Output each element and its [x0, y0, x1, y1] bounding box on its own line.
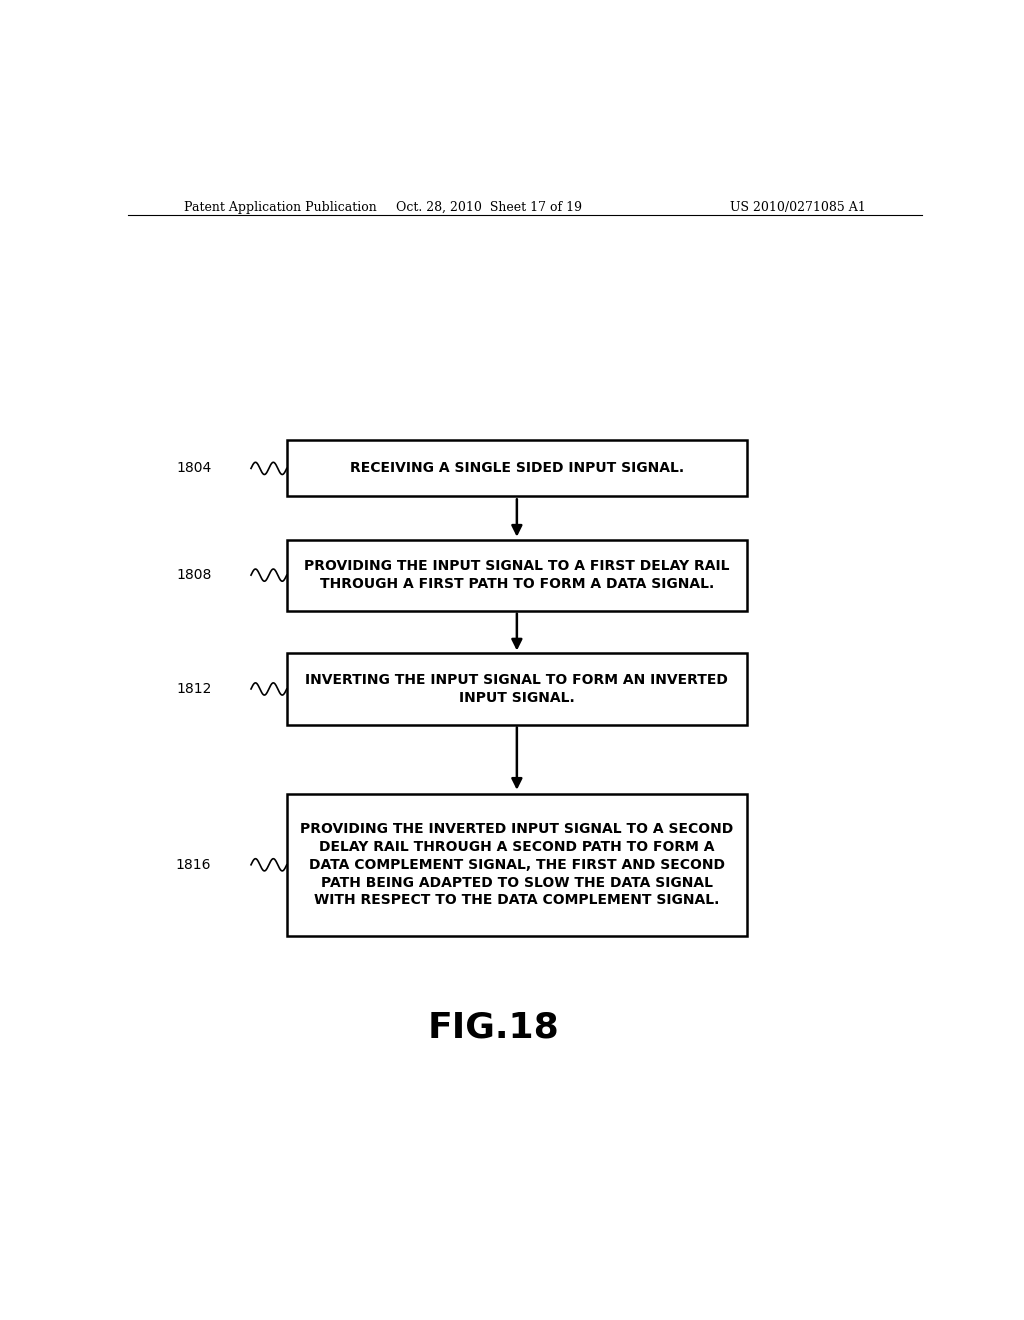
Text: 1808: 1808: [176, 568, 211, 582]
Text: 1804: 1804: [176, 462, 211, 475]
Bar: [287, 653, 748, 725]
Bar: [287, 540, 748, 611]
Text: 1812: 1812: [176, 682, 211, 696]
Text: 1816: 1816: [176, 858, 211, 871]
Text: INVERTING THE INPUT SIGNAL TO FORM AN INVERTED
INPUT SIGNAL.: INVERTING THE INPUT SIGNAL TO FORM AN IN…: [305, 673, 728, 705]
Text: Patent Application Publication: Patent Application Publication: [183, 201, 376, 214]
Text: US 2010/0271085 A1: US 2010/0271085 A1: [730, 201, 866, 214]
Bar: [287, 793, 748, 936]
Text: PROVIDING THE INPUT SIGNAL TO A FIRST DELAY RAIL
THROUGH A FIRST PATH TO FORM A : PROVIDING THE INPUT SIGNAL TO A FIRST DE…: [304, 560, 730, 591]
Bar: [287, 441, 748, 496]
Text: Oct. 28, 2010  Sheet 17 of 19: Oct. 28, 2010 Sheet 17 of 19: [396, 201, 582, 214]
Text: FIG.18: FIG.18: [427, 1010, 559, 1044]
Text: PROVIDING THE INVERTED INPUT SIGNAL TO A SECOND
DELAY RAIL THROUGH A SECOND PATH: PROVIDING THE INVERTED INPUT SIGNAL TO A…: [300, 822, 733, 907]
Text: RECEIVING A SINGLE SIDED INPUT SIGNAL.: RECEIVING A SINGLE SIDED INPUT SIGNAL.: [350, 462, 684, 475]
